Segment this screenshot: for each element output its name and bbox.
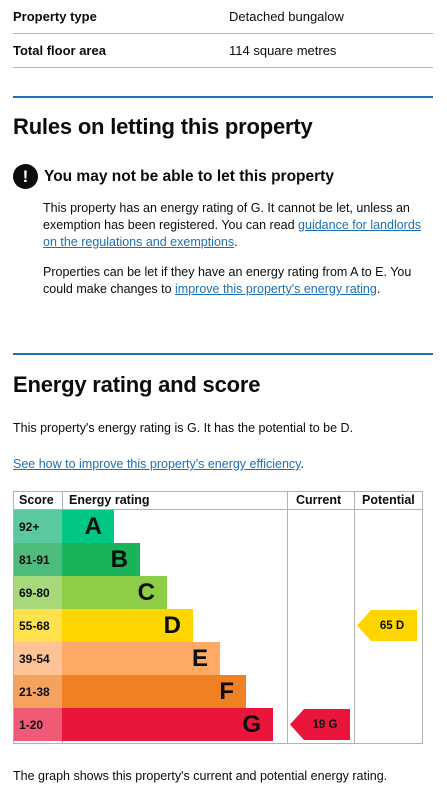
- letting-paragraph-1: This property has an energy rating of G.…: [43, 200, 428, 251]
- chart-caption: The graph shows this property's current …: [13, 769, 388, 783]
- energy-intro: This property's energy rating is G. It h…: [13, 421, 354, 435]
- band-score-a: 92+: [14, 510, 62, 543]
- summary-value: Detached bungalow: [229, 9, 344, 24]
- band-bar-c: C: [62, 576, 167, 609]
- chart-header: Score Energy rating Current Potential: [14, 492, 422, 510]
- summary-value: 114 square metres: [229, 43, 337, 58]
- band-bar-a: A: [62, 510, 114, 543]
- header-current: Current: [296, 493, 342, 507]
- letting-heading: Rules on letting this property: [13, 114, 313, 139]
- section-divider: [13, 96, 433, 98]
- letting-paragraph-2: Properties can be let if they have an en…: [43, 264, 433, 298]
- band-score-c: 69-80: [14, 576, 62, 609]
- improve-efficiency-link[interactable]: See how to improve this property's energ…: [13, 457, 301, 471]
- warning-text: You may not be able to let this property: [44, 167, 334, 185]
- band-score-e: 39-54: [14, 642, 62, 675]
- summary-row-property-type: Property type Detached bungalow: [13, 0, 433, 34]
- band-bar-b: B: [62, 543, 140, 576]
- paragraph-text: .: [376, 282, 381, 296]
- band-bar-e: E: [62, 642, 220, 675]
- paragraph-text: .: [234, 235, 238, 249]
- band-bar-f: F: [62, 675, 246, 708]
- property-summary: Property type Detached bungalow Total fl…: [13, 0, 433, 68]
- header-score: Score: [19, 493, 54, 507]
- column-divider: [287, 492, 288, 743]
- paragraph-text: .: [300, 457, 304, 471]
- header-potential: Potential: [362, 493, 415, 507]
- warning-callout: ! You may not be able to let this proper…: [13, 164, 334, 189]
- improve-paragraph: See how to improve this property's energ…: [13, 456, 433, 473]
- band-score-f: 21-38: [14, 675, 62, 708]
- energy-heading: Energy rating and score: [13, 372, 261, 397]
- improve-rating-link[interactable]: improve this property's energy rating: [175, 282, 377, 296]
- header-energy-rating: Energy rating: [69, 493, 150, 507]
- summary-label: Property type: [13, 9, 97, 24]
- summary-label: Total floor area: [13, 43, 106, 58]
- band-bar-d: D: [62, 609, 193, 642]
- band-score-d: 55-68: [14, 609, 62, 642]
- summary-row-floor-area: Total floor area 114 square metres: [13, 34, 433, 68]
- warning-icon: !: [13, 164, 38, 189]
- section-divider: [13, 353, 433, 355]
- guidance-link[interactable]: guidance for landlords on the regulation…: [43, 218, 422, 249]
- band-score-b: 81-91: [14, 543, 62, 576]
- paragraph-text: Properties can be let if they have an en…: [43, 265, 412, 296]
- band-score-g: 1-20: [14, 708, 62, 741]
- paragraph-text: This property has an energy rating of G.…: [43, 201, 410, 232]
- potential-rating-arrow: 65 D: [357, 610, 417, 641]
- current-rating-arrow: 19 G: [290, 709, 350, 740]
- energy-rating-chart: Score Energy rating Current Potential 92…: [13, 491, 423, 744]
- column-divider: [354, 492, 355, 743]
- band-bar-g: G: [62, 708, 273, 741]
